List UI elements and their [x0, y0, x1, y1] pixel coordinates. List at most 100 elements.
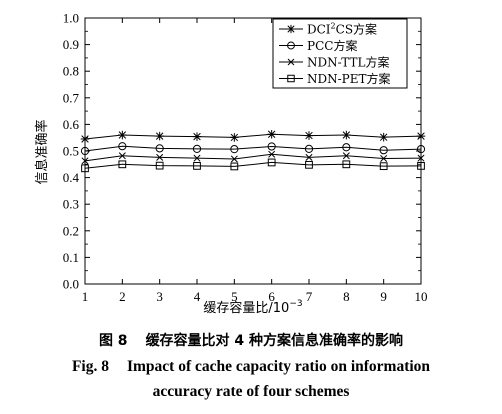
legend-marker: [287, 41, 295, 50]
series-1-point: [230, 133, 239, 142]
legend-label: NDN-TTL方案: [307, 55, 389, 70]
y-axis-label: 信息准确率: [34, 119, 50, 184]
series-3-line: [84, 153, 422, 162]
legend-marker: [286, 24, 296, 34]
series-1-point: [155, 131, 164, 141]
series-3-point: [81, 157, 89, 165]
series-2-point: [80, 146, 90, 156]
x-tick-label: 3: [156, 289, 163, 304]
legend-entry-4: NDN-PET方案: [279, 71, 391, 86]
figure-title-cn: 缓存容量比对 4 种方案信息准确率的影响: [145, 333, 404, 349]
series-4-point: [417, 162, 425, 170]
legend-label-text: NDN-PET方案: [307, 71, 391, 86]
y-tick-label: 0.6: [63, 117, 80, 132]
series-4-line: [84, 161, 422, 169]
figure-number-cn: 图 8: [98, 333, 128, 349]
y-tick-label: 0.2: [63, 223, 79, 238]
x-tick-label: 1: [82, 289, 89, 304]
series-layer: [80, 129, 426, 173]
legend-label: DCI2CS方案: [307, 22, 377, 37]
series-2-point: [230, 145, 239, 154]
series-3-point: [417, 154, 425, 162]
figure-number-en: Fig. 8: [71, 358, 109, 375]
x-tick-label: 2: [119, 289, 126, 304]
series-4-point: [305, 160, 313, 169]
legend-label: NDN-PET方案: [307, 71, 391, 86]
x-axis-label-exponent: −3: [289, 299, 302, 309]
y-tick-label: 0.8: [63, 64, 79, 79]
figure-title-en-line1: Impact of cache capacity ratio on inform…: [126, 358, 431, 375]
series-4-point: [379, 162, 388, 171]
x-tick-label: 6: [268, 289, 275, 304]
legend-marker: [287, 74, 295, 83]
series-3-point: [193, 154, 201, 162]
series-1-point: [342, 130, 351, 140]
x-axis: 1 2 3 4 5 6 7 8 9 10: [82, 18, 428, 304]
series-3-point: [342, 152, 350, 160]
x-tick-label: 10: [415, 289, 428, 304]
series-4-point: [193, 162, 201, 170]
series-4-point: [118, 160, 127, 169]
series-2-point: [342, 143, 351, 152]
legend-box: [272, 18, 408, 89]
x-tick-label: 5: [231, 289, 238, 304]
y-tick-label: 0.7: [63, 90, 80, 105]
series-1-point: [80, 134, 90, 144]
series-3-point: [380, 154, 388, 162]
legend-label-text: NDN-TTL方案: [307, 55, 389, 70]
series-2-point: [267, 142, 276, 151]
series-2-point: [192, 144, 202, 153]
x-tick-label: 7: [306, 289, 313, 304]
series-2: [80, 142, 426, 156]
x-tick-label: 9: [380, 289, 387, 304]
legend-marker: [287, 58, 295, 66]
series-1-point: [416, 131, 426, 141]
series-1: [80, 129, 426, 144]
legend-entry-2: PCC方案: [279, 38, 357, 53]
legend-label: PCC方案: [307, 38, 357, 53]
series-2-point: [155, 144, 164, 153]
series-4-point: [342, 160, 351, 169]
y-tick-label: 0.9: [63, 37, 79, 52]
series-1-line: [84, 133, 422, 140]
legend-label-superscript: 2: [331, 22, 336, 31]
legend-label-suffix: CS方案: [336, 22, 377, 37]
y-tick-label: 0.5: [63, 144, 79, 159]
x-axis-label-main: 缓存容量比/10: [203, 300, 289, 316]
y-tick-label: 1.0: [63, 11, 79, 26]
line-chart: 0.0 0.1 0.2 0.3 0.4 0.5 0.6 0.7 0.8 0.9 1.0 1 2 3 4 5 6…: [34, 11, 428, 317]
series-4-point: [81, 164, 89, 173]
series-1-point: [379, 132, 388, 142]
series-3-point: [156, 153, 164, 161]
series-2-line: [84, 145, 422, 152]
series-1-point: [267, 129, 276, 139]
x-axis-label: 缓存容量比/10−3: [203, 299, 302, 316]
series-2-point: [118, 142, 127, 151]
series-3: [81, 150, 425, 165]
x-tick-label: 4: [194, 289, 201, 304]
series-1-point: [118, 130, 127, 140]
figure-caption-cn: 图 8 缓存容量比对 4 种方案信息准确率的影响: [0, 330, 502, 350]
series-3-point: [305, 153, 313, 161]
series-1-point: [192, 132, 202, 141]
series-3-point: [230, 155, 238, 163]
legend-entry-1: DCI2CS方案: [279, 22, 377, 37]
legend-label-text: DCI: [307, 23, 331, 37]
series-4: [81, 158, 425, 173]
y-tick-label: 0.3: [63, 197, 79, 212]
series-1-point: [304, 131, 314, 140]
y-tick-label: 0.0: [63, 277, 79, 292]
series-4-point: [267, 158, 276, 167]
figure-caption-en-line1: Fig. 8 Impact of cache capacity ratio on …: [0, 358, 502, 376]
legend-label-text: PCC方案: [307, 38, 357, 53]
figure-caption-en-line2: accuracy rate of four schemes: [0, 383, 502, 401]
legend-entry-3: NDN-TTL方案: [279, 55, 389, 70]
series-3-point: [118, 152, 126, 160]
figure-title-en-line2: accuracy rate of four schemes: [152, 383, 350, 400]
y-tick-label: 0.4: [63, 170, 80, 185]
series-4-point: [230, 162, 239, 171]
series-2-point: [416, 145, 426, 154]
y-axis: 0.0 0.1 0.2 0.3 0.4 0.5 0.6 0.7 0.8 0.9 1.0: [63, 11, 421, 292]
series-4-point: [155, 161, 164, 170]
